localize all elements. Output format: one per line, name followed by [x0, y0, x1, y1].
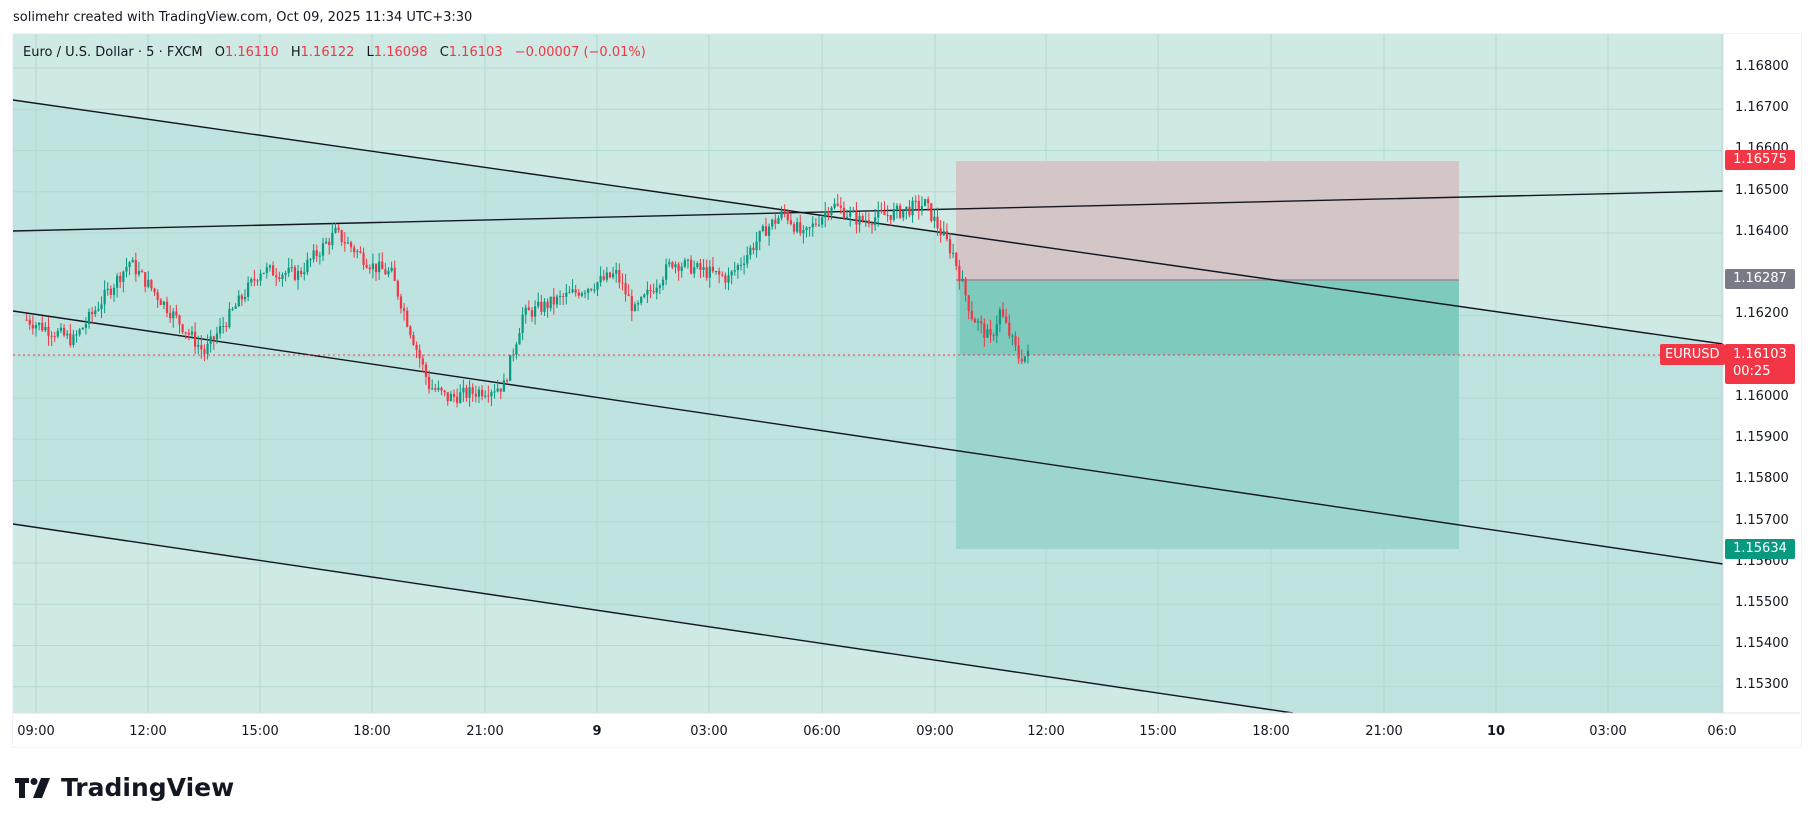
symbol-tag: EURUSD — [1660, 344, 1725, 365]
price-tick: 1.15700 — [1735, 513, 1789, 528]
trend-line-lower — [12, 523, 1294, 714]
low-key: L — [366, 45, 374, 60]
stop-loss-zone — [956, 161, 1459, 280]
price-tick: 1.15800 — [1735, 471, 1789, 486]
symbol-title: Euro / U.S. Dollar · 5 · FXCM — [23, 45, 203, 60]
last-price-value: 1.16103 — [1733, 347, 1787, 362]
tradingview-logo-text: TradingView — [61, 773, 235, 802]
price-tick: 1.16500 — [1735, 183, 1789, 198]
time-tick: 18:00 — [353, 724, 391, 739]
tradingview-logo: TradingView — [15, 773, 234, 802]
bar-countdown: 00:25 — [1733, 364, 1771, 379]
time-tick: 9 — [592, 724, 602, 739]
price-tick: 1.15500 — [1735, 595, 1789, 610]
time-tick: 09:00 — [17, 724, 55, 739]
time-tick: 06:0 — [1707, 724, 1737, 739]
time-tick: 21:00 — [466, 724, 504, 739]
price-tick: 1.15400 — [1735, 636, 1789, 651]
entry-price-tag: 1.16287 — [1725, 269, 1795, 289]
time-tick: 09:00 — [916, 724, 954, 739]
trend-line-mid — [12, 310, 1724, 565]
price-tick: 1.15300 — [1735, 677, 1789, 692]
open-key: O — [214, 45, 225, 60]
change-value: −0.00007 (−0.01%) — [514, 45, 646, 60]
price-tick: 1.16400 — [1735, 224, 1789, 239]
ohlc-legend: Euro / U.S. Dollar · 5 · FXCM O1.16110 H… — [23, 45, 646, 60]
high-value: 1.16122 — [300, 45, 355, 60]
time-tick: 12:00 — [129, 724, 167, 739]
take-profit-price-tag: 1.15634 — [1725, 539, 1795, 559]
time-tick: 06:00 — [803, 724, 841, 739]
low-value: 1.16098 — [373, 45, 428, 60]
take-profit-zone-filled — [960, 280, 1459, 355]
tradingview-logo-icon — [15, 777, 50, 798]
close-key: C — [439, 45, 449, 60]
trend-line-rising — [12, 190, 1724, 232]
chart-frame — [12, 33, 1802, 748]
price-tick: 1.15900 — [1735, 430, 1789, 445]
stop-loss-price-tag: 1.16575 — [1725, 150, 1795, 170]
credit-line: solimehr created with TradingView.com, O… — [13, 10, 473, 25]
time-tick: 03:00 — [690, 724, 728, 739]
time-tick: 03:00 — [1589, 724, 1627, 739]
price-tick: 1.16000 — [1735, 389, 1789, 404]
price-tick: 1.16800 — [1735, 59, 1789, 74]
price-tick: 1.16200 — [1735, 306, 1789, 321]
time-tick: 15:00 — [1139, 724, 1177, 739]
candlestick-series — [25, 194, 1030, 408]
time-tick: 15:00 — [241, 724, 279, 739]
time-tick: 12:00 — [1027, 724, 1065, 739]
close-value: 1.16103 — [448, 45, 503, 60]
high-key: H — [290, 45, 301, 60]
time-tick: 21:00 — [1365, 724, 1403, 739]
time-tick: 10 — [1486, 724, 1506, 739]
price-tick: 1.16700 — [1735, 100, 1789, 115]
channel-fill — [13, 100, 1723, 713]
time-tick: 18:00 — [1252, 724, 1290, 739]
open-value: 1.16110 — [224, 45, 279, 60]
last-price-tag: 1.16103 00:25 — [1725, 344, 1795, 384]
